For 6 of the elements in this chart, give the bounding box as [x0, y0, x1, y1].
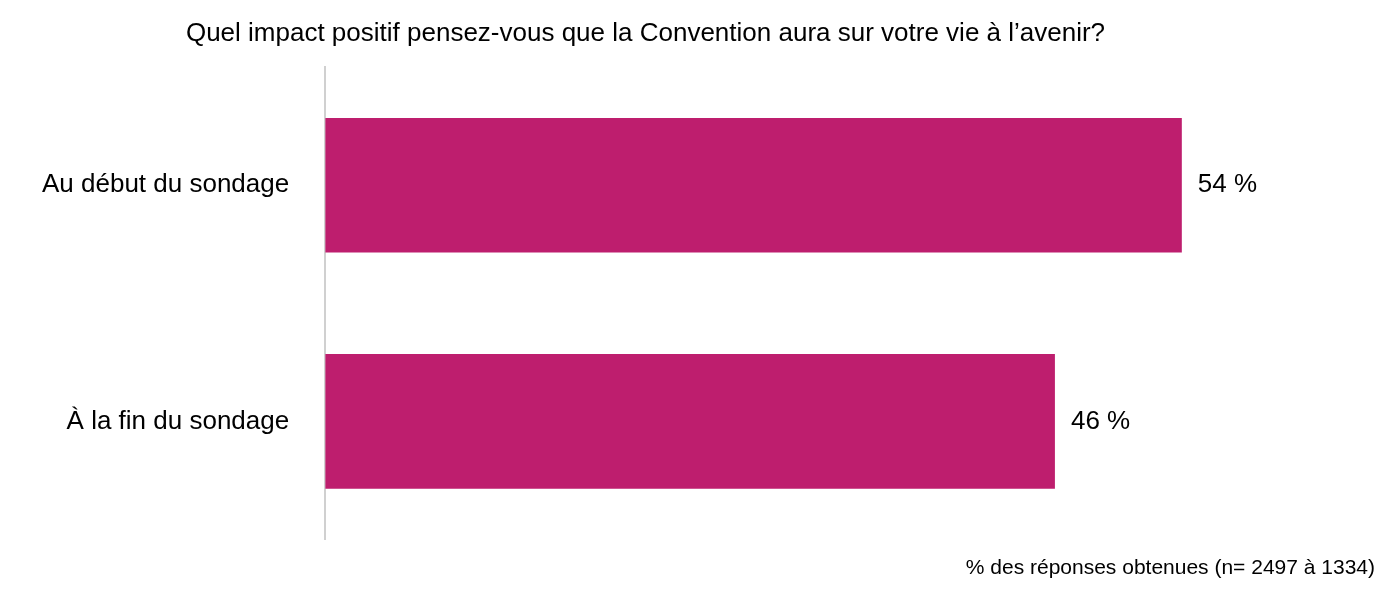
data-label: 46 % [1070, 404, 1131, 435]
chart-title: Quel impact positif pensez-vous que la Convention aura sur votre vie à l’avenir? [185, 16, 1106, 47]
text: % des réponses obtenues (n= 2497 à 1334) [965, 555, 1375, 579]
y-tick-label: Au début du sondage [42, 168, 290, 199]
data-label: 54 % [1197, 168, 1258, 199]
y-tick-label: À la fin du sondage [66, 404, 290, 435]
